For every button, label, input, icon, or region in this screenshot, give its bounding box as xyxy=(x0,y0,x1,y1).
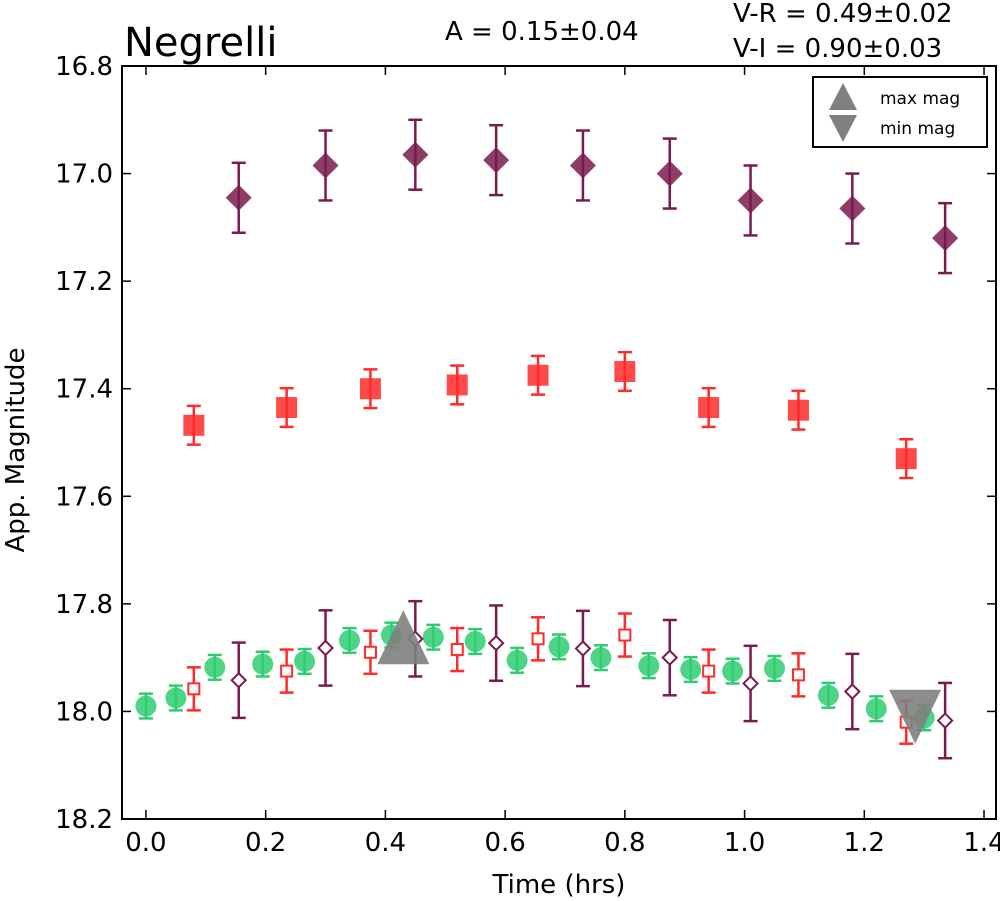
circle-point xyxy=(252,653,274,675)
circle-point xyxy=(135,695,157,717)
x-tick-label: 0.6 xyxy=(484,828,525,858)
open-square-point xyxy=(363,645,377,659)
square-point xyxy=(359,378,381,400)
open-diamond-point xyxy=(574,640,592,657)
x-tick-label: 1.2 xyxy=(844,828,885,858)
square-point xyxy=(446,374,468,396)
circle-point xyxy=(204,656,226,678)
circle-point xyxy=(722,660,744,682)
square-point xyxy=(527,364,549,386)
x-tick-label: 1.0 xyxy=(724,828,765,858)
max-mag-marker xyxy=(377,610,430,665)
open-diamond-point xyxy=(487,634,505,652)
circle-point xyxy=(865,698,887,720)
v-i-color-note: V-I = 0.90±0.03 xyxy=(733,34,942,64)
legend-label-max-mag: max mag xyxy=(880,89,960,109)
series-3 xyxy=(186,612,914,745)
y-tick-label: 17.0 xyxy=(55,160,113,190)
circle-point xyxy=(506,649,528,671)
circle-point xyxy=(764,657,786,679)
series-0 xyxy=(225,118,959,275)
open-square-point xyxy=(791,668,805,682)
y-tick-label: 17.4 xyxy=(55,375,113,405)
diamond-point xyxy=(312,152,339,179)
v-r-color-note: V-R = 0.49±0.02 xyxy=(733,0,953,29)
square-point xyxy=(276,397,298,419)
x-axis-label: Time (hrs) xyxy=(492,870,626,900)
diamond-point xyxy=(737,187,764,214)
diamond-point xyxy=(483,147,510,174)
data-marks xyxy=(135,118,959,760)
x-tick-label: 0.8 xyxy=(604,828,645,858)
circle-point xyxy=(548,636,570,658)
diamond-point xyxy=(839,195,866,222)
circle-point xyxy=(680,658,702,680)
amplitude-note: A = 0.15±0.04 xyxy=(445,17,639,47)
square-point xyxy=(787,399,809,421)
axis-ticks: 0.0 0.2 0.4 0.6 0.8 1.0 1.2 1.4 16.8 17.0 17.2 17.4… xyxy=(55,52,1000,858)
legend-label-min-mag: min mag xyxy=(880,119,955,139)
x-tick-label: 0.2 xyxy=(245,828,286,858)
open-diamond-point xyxy=(936,712,954,729)
y-tick-label: 18.0 xyxy=(55,697,113,727)
circle-point xyxy=(638,655,660,677)
series-4 xyxy=(230,599,954,760)
x-tick-label: 0.0 xyxy=(125,828,166,858)
open-diamond-point xyxy=(230,671,248,689)
legend-min-mag-icon xyxy=(829,115,857,142)
y-tick-label: 17.2 xyxy=(55,267,113,297)
open-diamond-point xyxy=(742,675,759,692)
open-square-point xyxy=(702,664,716,678)
legend-max-mag-icon xyxy=(829,83,857,110)
y-tick-label: 17.8 xyxy=(55,590,113,620)
series-1 xyxy=(183,350,917,480)
open-square-point xyxy=(618,628,632,642)
circle-point xyxy=(422,626,444,648)
open-square-point xyxy=(187,682,201,696)
circle-point xyxy=(464,631,486,653)
diamond-point xyxy=(402,141,429,168)
circle-point xyxy=(817,684,839,706)
circle-point xyxy=(294,650,316,672)
square-point xyxy=(183,414,205,436)
diamond-point xyxy=(569,152,596,179)
chart-title: Negrelli xyxy=(124,20,277,66)
circle-point xyxy=(590,647,612,669)
circle-point xyxy=(338,629,360,651)
square-point xyxy=(895,448,917,470)
diamond-point xyxy=(932,225,959,252)
plot-frame xyxy=(121,65,997,820)
open-square-point xyxy=(280,664,294,678)
square-point xyxy=(614,361,636,383)
diamond-point xyxy=(656,160,683,187)
y-tick-label: 16.8 xyxy=(55,52,113,82)
circle-point xyxy=(165,687,187,709)
x-tick-label: 0.4 xyxy=(365,828,406,858)
diamond-point xyxy=(225,184,252,211)
open-diamond-point xyxy=(661,649,679,667)
open-diamond-point xyxy=(843,683,861,700)
x-tick-label: 1.4 xyxy=(963,828,1000,858)
y-tick-label: 18.2 xyxy=(55,805,113,835)
y-tick-label: 17.6 xyxy=(55,482,113,512)
y-axis-label: App. Magnitude xyxy=(1,347,31,552)
min-mag-marker xyxy=(889,689,942,744)
legend: max mag min mag xyxy=(812,76,988,148)
open-square-point xyxy=(450,643,464,657)
series-2 xyxy=(135,621,935,732)
open-diamond-point xyxy=(317,639,334,657)
open-square-point xyxy=(531,632,545,646)
square-point xyxy=(698,397,720,419)
